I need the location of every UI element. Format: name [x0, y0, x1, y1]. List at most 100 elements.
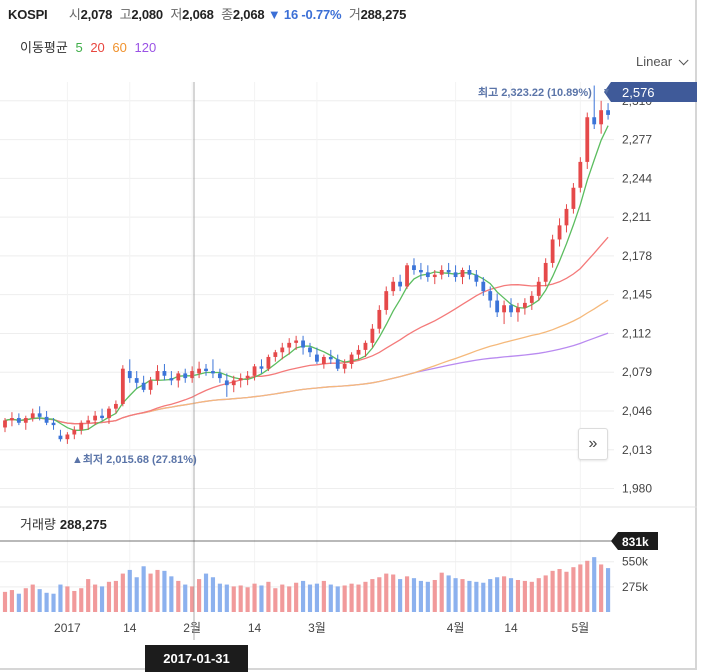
candle-body — [315, 354, 319, 362]
volume-bar — [502, 576, 507, 612]
candle-body — [148, 380, 153, 390]
change-value: 16 — [283, 7, 298, 22]
volume-bar — [294, 582, 299, 612]
candle-body — [169, 378, 174, 381]
candle-body — [238, 378, 243, 381]
volume-bar — [335, 586, 340, 612]
ma5-legend[interactable]: 5 — [75, 40, 83, 55]
price-tick-label: 2,178 — [622, 249, 652, 263]
candle-body — [398, 281, 403, 287]
volume-bar — [79, 588, 84, 612]
price-axis: 2,3102,2772,2442,2112,1782,1452,1122,079… — [622, 94, 652, 496]
time-tick-label: 3월 — [308, 621, 326, 635]
candle-body — [37, 413, 42, 417]
volume-tick-label: 550k — [622, 555, 649, 569]
volume-bar — [127, 569, 132, 612]
volume-bar — [183, 584, 188, 612]
scale-mode-dropdown[interactable]: Linear — [636, 54, 689, 69]
volume-bar — [321, 580, 326, 612]
candle-body — [571, 187, 576, 209]
volume-bar — [238, 585, 243, 612]
volume-bar — [99, 586, 105, 612]
max-marker-icon — [604, 89, 609, 94]
candle-body — [460, 270, 465, 278]
ma120-legend[interactable]: 120 — [134, 40, 157, 55]
candle-body — [190, 371, 195, 379]
max-annotation: 최고 2,323.22 (10.89%) — [478, 85, 592, 99]
candle-body — [488, 291, 493, 301]
volume-bar — [259, 585, 264, 612]
volume-bar — [65, 586, 70, 612]
volume-bar — [488, 579, 493, 612]
volume-bar — [550, 570, 555, 612]
moving-average-legend[interactable]: 이동평균 5 20 60 120 — [20, 37, 156, 56]
ma20-legend[interactable]: 20 — [90, 40, 105, 55]
volume-bar — [252, 583, 257, 612]
candle-body — [467, 270, 472, 275]
volume-bar — [592, 557, 597, 612]
price-tick-label: 2,145 — [622, 288, 652, 302]
scroll-to-latest-button[interactable]: » — [578, 428, 608, 460]
time-tick-label: 2017 — [54, 621, 81, 635]
moving-average-lines — [4, 125, 609, 431]
volume-bar — [363, 581, 368, 612]
volume-bar — [515, 579, 521, 612]
candle-body — [58, 435, 63, 440]
volume-bar — [411, 578, 417, 612]
candle-body — [502, 305, 506, 313]
volume-bar — [377, 577, 382, 612]
volume-bar — [370, 579, 375, 612]
candle-body — [522, 302, 527, 308]
volume-bar — [391, 574, 396, 612]
volume-bar — [134, 577, 139, 612]
candle-body — [543, 262, 548, 282]
volume-bar — [474, 581, 479, 612]
volume-panel-label: 거래량 288,275 — [20, 514, 107, 533]
close-label: 종 — [221, 7, 233, 22]
ma5-line — [4, 125, 609, 431]
candle-body — [51, 422, 56, 426]
volume-bar — [432, 579, 437, 612]
candle-body — [245, 375, 250, 379]
candle-body — [16, 418, 21, 423]
volume-bar — [418, 580, 423, 612]
price-tick-label: 1,980 — [622, 482, 652, 496]
volume-bar — [384, 573, 389, 612]
volume-bar — [51, 593, 56, 612]
candle-body — [155, 371, 160, 381]
volume-bar — [2, 591, 8, 612]
volume-panel-value: 288,275 — [59, 517, 107, 532]
volume-bar — [543, 575, 548, 612]
candle-body — [550, 239, 555, 263]
high-value: 2,080 — [131, 7, 163, 22]
candle-body — [86, 420, 91, 423]
volume-bar — [398, 579, 403, 612]
candle-body — [287, 342, 292, 348]
candle-body — [211, 371, 215, 374]
time-axis: 2017 14 2월 14 3월 4월 14 5월 — [54, 621, 589, 635]
candle-body — [120, 368, 125, 404]
candle-body — [231, 380, 236, 386]
candle-body — [100, 415, 104, 419]
ma60-legend[interactable]: 60 — [112, 40, 127, 55]
price-tick-label: 2,112 — [622, 326, 651, 340]
volume-bar — [155, 569, 160, 612]
candle-body — [356, 349, 361, 355]
volume-bar — [217, 583, 222, 612]
volume-bar — [356, 584, 361, 612]
time-tick-label: 14 — [248, 621, 262, 635]
candle-body — [391, 281, 396, 292]
price-tick-label: 2,079 — [622, 365, 652, 379]
volume-bar — [106, 581, 112, 612]
candle-body — [328, 356, 333, 360]
volume-bar — [231, 586, 236, 612]
time-tick-label: 14 — [504, 621, 518, 635]
volume-bar — [72, 590, 77, 612]
price-tick-label: 2,211 — [622, 210, 651, 224]
volume-bar — [314, 583, 320, 612]
volume-bar — [203, 573, 209, 612]
candle-body — [377, 309, 382, 329]
volume-bar — [280, 584, 285, 612]
volume-bar — [453, 578, 458, 612]
